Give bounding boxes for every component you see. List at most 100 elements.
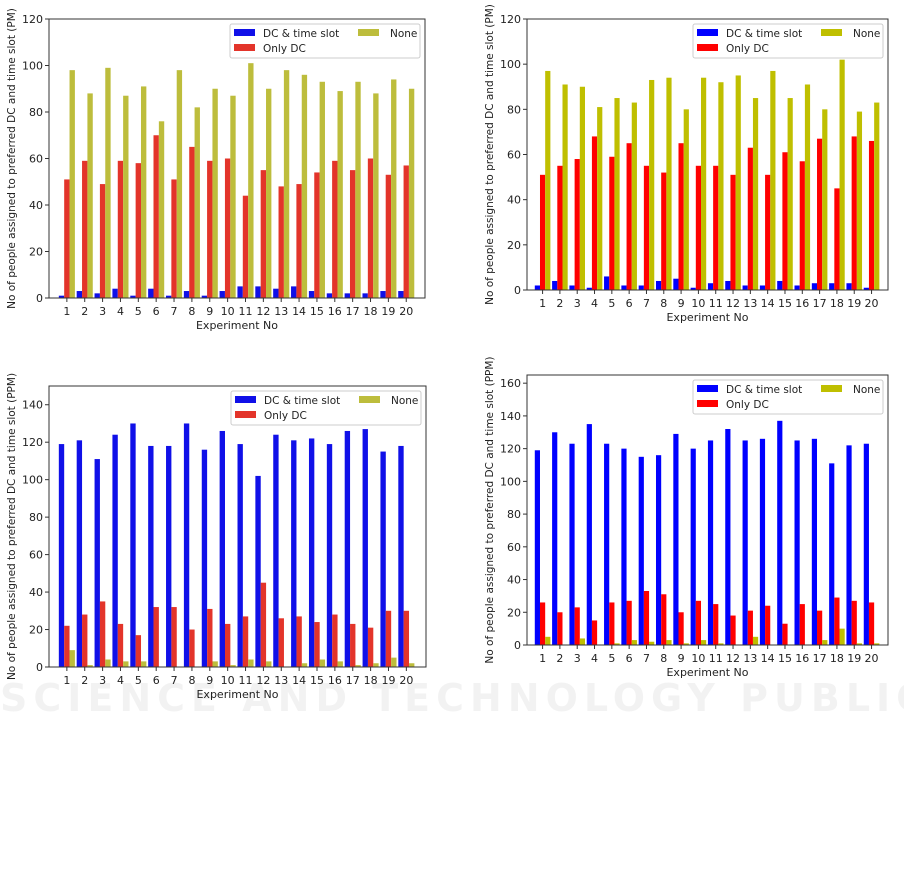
y-tick-label: 100 (22, 60, 43, 73)
bar-none-16 (337, 91, 343, 298)
legend-label: DC & time slot (263, 28, 339, 40)
x-tick-label: 15 (778, 297, 792, 310)
bar-dc-time-slot-7 (165, 295, 172, 298)
x-tick-label: 4 (591, 297, 598, 310)
bar-none-19 (856, 643, 863, 645)
bar-none-2 (87, 665, 93, 667)
x-tick-label: 6 (626, 652, 633, 665)
x-tick-label: 2 (81, 674, 88, 687)
bar-none-9 (212, 661, 218, 667)
bar-only-dc-2 (82, 160, 88, 298)
x-tick-label: 16 (328, 305, 342, 318)
bar-dc-time-slot-10 (219, 430, 225, 667)
bar-dc-time-slot-20 (863, 287, 869, 290)
bar-only-dc-9 (678, 612, 684, 645)
bar-dc-time-slot-15 (308, 438, 315, 667)
x-tick-label: 7 (643, 297, 650, 310)
bar-only-dc-3 (99, 601, 106, 667)
bar-dc-time-slot-4 (112, 434, 118, 667)
legend-label: None (391, 395, 418, 407)
bar-none-3 (105, 67, 111, 298)
bar-none-16 (337, 661, 343, 667)
x-tick-label: 1 (63, 674, 70, 687)
bar-dc-time-slot-10 (690, 448, 696, 645)
bar-dc-time-slot-3 (94, 293, 100, 298)
y-tick-label: 100 (22, 474, 43, 487)
watermark: SCIENCE AND TECHNOLOGY PUBLICATIONS (0, 676, 904, 720)
x-tick-label: 16 (795, 652, 809, 665)
bar-dc-time-slot-10 (219, 291, 225, 298)
bar-dc-time-slot-5 (604, 443, 610, 645)
bar-dc-time-slot-1 (58, 295, 65, 298)
bar-dc-time-slot-11 (707, 440, 714, 645)
bar-none-3 (579, 638, 586, 645)
x-tick-label: 9 (678, 652, 685, 665)
x-tick-label: 3 (574, 652, 581, 665)
bar-none-15 (319, 659, 326, 667)
x-tick-label: 8 (660, 297, 667, 310)
legend-label: Only DC (264, 410, 307, 422)
bar-none-8 (194, 107, 200, 298)
x-tick-label: 1 (539, 652, 546, 665)
x-tick-label: 11 (709, 297, 723, 310)
bar-only-dc-10 (695, 600, 702, 645)
x-tick-label: 1 (63, 305, 70, 318)
bar-none-12 (735, 75, 741, 290)
bar-only-dc-6 (153, 607, 159, 667)
bar-only-dc-17 (817, 610, 823, 645)
x-tick-label: 2 (81, 305, 88, 318)
bar-none-19 (391, 657, 397, 667)
bar-none-1 (545, 636, 551, 645)
bar-none-17 (355, 665, 361, 667)
legend-swatch (821, 29, 842, 36)
bar-only-dc-20 (403, 610, 410, 667)
y-tick-label: 120 (500, 13, 521, 26)
y-tick-label: 20 (507, 606, 521, 619)
y-tick-label: 40 (29, 586, 43, 599)
x-tick-label: 15 (310, 305, 324, 318)
bar-dc-time-slot-5 (604, 276, 610, 290)
bar-only-dc-10 (695, 165, 702, 290)
bar-dc-time-slot-2 (552, 432, 558, 645)
bar-dc-time-slot-17 (811, 283, 818, 290)
bar-only-dc-1 (64, 625, 70, 667)
bar-none-18 (839, 628, 845, 645)
bar-dc-time-slot-16 (326, 444, 333, 667)
bar-dc-time-slot-19 (380, 291, 386, 298)
bar-only-dc-5 (135, 635, 142, 667)
x-tick-label: 20 (399, 305, 413, 318)
bar-dc-time-slot-2 (552, 280, 558, 290)
y-tick-label: 0 (514, 284, 521, 297)
y-tick-label: 40 (29, 199, 43, 212)
x-tick-label: 17 (346, 674, 360, 687)
legend-label: None (853, 28, 880, 40)
bar-dc-time-slot-12 (255, 286, 261, 298)
bar-dc-time-slot-20 (398, 291, 404, 298)
bar-only-dc-5 (609, 602, 615, 645)
x-tick-label: 16 (795, 297, 809, 310)
x-axis-label: Experiment No (666, 666, 748, 679)
y-tick-label: 100 (500, 58, 521, 71)
x-tick-label: 4 (117, 305, 124, 318)
y-tick-label: 80 (507, 508, 521, 521)
bar-only-dc-20 (403, 165, 409, 298)
x-tick-label: 19 (381, 305, 395, 318)
x-tick-label: 10 (221, 305, 235, 318)
y-axis-label: No of people assigned to preferred DC an… (484, 356, 496, 663)
bar-dc-time-slot-18 (362, 429, 368, 667)
x-tick-label: 6 (153, 305, 160, 318)
bar-none-9 (683, 643, 689, 645)
x-tick-label: 3 (99, 674, 106, 687)
bar-none-20 (874, 102, 880, 290)
bar-only-dc-2 (82, 614, 88, 667)
bar-dc-time-slot-13 (742, 440, 748, 645)
bar-only-dc-13 (747, 147, 753, 290)
bar-dc-time-slot-16 (794, 440, 800, 645)
bar-dc-time-slot-8 (655, 455, 662, 645)
bar-only-dc-16 (332, 614, 338, 667)
y-axis-label: No of people assigned to preferred DC an… (484, 4, 496, 305)
bar-only-dc-11 (242, 195, 249, 298)
bar-dc-time-slot-12 (725, 429, 731, 645)
